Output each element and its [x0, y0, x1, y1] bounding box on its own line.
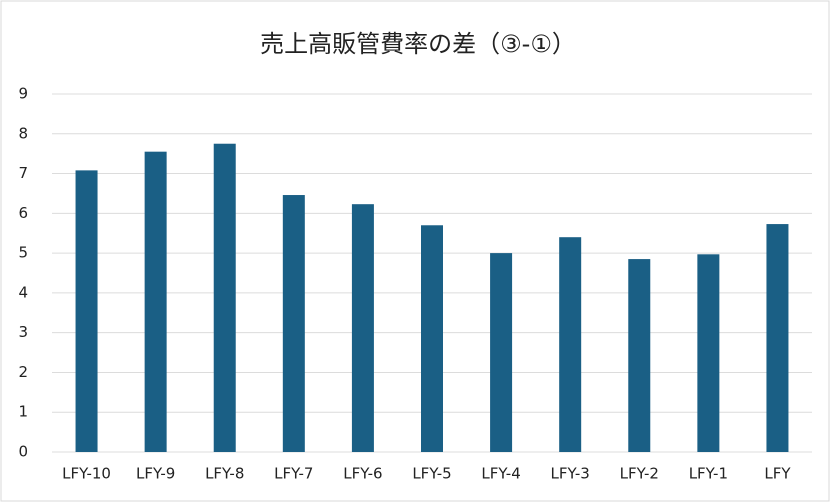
x-tick-label: LFY-1: [689, 465, 728, 483]
x-tick-label: LFY-7: [274, 465, 313, 483]
y-tick-label: 6: [18, 204, 28, 222]
x-tick-label: LFY-5: [412, 465, 451, 483]
bar: [351, 204, 374, 452]
bar: [628, 259, 651, 452]
bar: [490, 253, 513, 452]
chart-title: 売上高販管費率の差（③-①）: [260, 30, 576, 58]
x-tick-label: LFY-4: [481, 465, 520, 483]
y-tick-label: 3: [18, 323, 28, 341]
bar: [766, 224, 789, 452]
y-tick-label: 8: [18, 124, 28, 142]
x-tick-label: LFY-9: [136, 465, 175, 483]
y-tick-label: 5: [18, 244, 28, 262]
x-tick-label: LFY-2: [620, 465, 659, 483]
y-tick-label: 1: [18, 403, 28, 421]
y-tick-label: 2: [18, 363, 28, 381]
bar: [559, 237, 582, 452]
x-tick-label: LFY: [764, 465, 791, 483]
x-tick-label: LFY-10: [62, 465, 111, 483]
y-tick-label: 7: [18, 164, 28, 182]
x-tick-label: LFY-8: [205, 465, 244, 483]
bar: [697, 254, 720, 452]
bar: [421, 225, 443, 452]
bar: [75, 170, 98, 452]
bar: [213, 143, 236, 452]
x-tick-label: LFY-6: [343, 465, 382, 483]
y-tick-label: 0: [18, 443, 28, 461]
x-tick-label: LFY-3: [551, 465, 590, 483]
y-tick-label: 4: [18, 283, 28, 301]
bar: [282, 195, 305, 452]
bar: [144, 151, 167, 452]
y-tick-label: 9: [18, 85, 28, 103]
